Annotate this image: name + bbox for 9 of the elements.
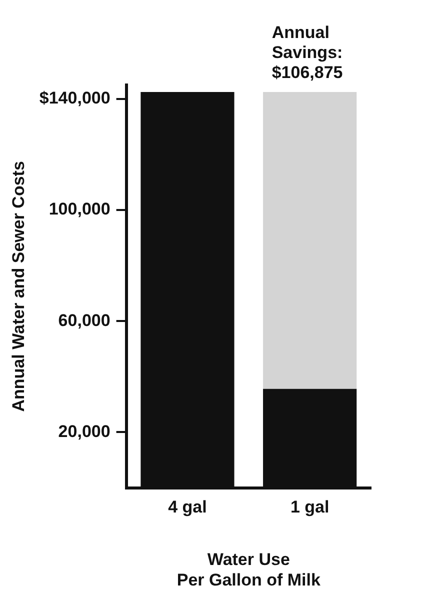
y-tick-label: $140,000 xyxy=(39,88,110,108)
y-tick-label: 100,000 xyxy=(48,200,110,219)
y-tick-label: 20,000 xyxy=(58,422,110,441)
x-axis-title: Water Use Per Gallon of Milk xyxy=(176,550,321,590)
y-axis-title: Annual Water and Sewer Costs xyxy=(8,161,28,412)
x-tick-label: 1 gal xyxy=(290,498,330,517)
annotation: Annual Savings: $106,875 xyxy=(272,23,343,82)
y-tick-label: 60,000 xyxy=(58,310,110,330)
x-tick-label: 4 gal xyxy=(168,498,207,517)
